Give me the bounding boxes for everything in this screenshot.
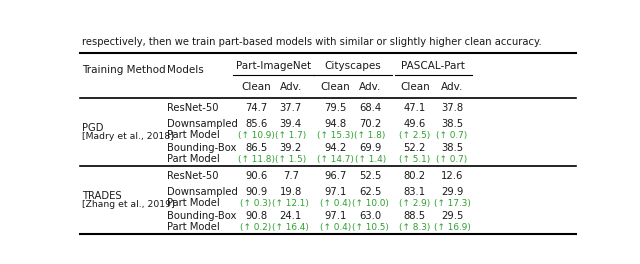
Text: 38.5: 38.5	[441, 143, 463, 153]
Text: 80.2: 80.2	[404, 171, 426, 181]
Text: 29.5: 29.5	[441, 211, 463, 221]
Text: (↑ 0.4): (↑ 0.4)	[320, 199, 351, 208]
Text: respectively, then we train part-based models with similar or slightly higher cl: respectively, then we train part-based m…	[83, 37, 542, 47]
Text: 68.4: 68.4	[359, 103, 381, 113]
Text: 62.5: 62.5	[359, 187, 381, 197]
Text: 39.2: 39.2	[280, 143, 302, 153]
Text: Downsampled: Downsampled	[167, 187, 237, 197]
Text: (↑ 11.8): (↑ 11.8)	[237, 155, 275, 164]
Text: (↑ 10.9): (↑ 10.9)	[237, 131, 275, 140]
Text: (↑ 2.5): (↑ 2.5)	[399, 131, 431, 140]
Text: (↑ 14.7): (↑ 14.7)	[317, 155, 354, 164]
Text: (↑ 1.8): (↑ 1.8)	[355, 131, 386, 140]
Text: Part Model: Part Model	[167, 222, 220, 232]
Text: 12.6: 12.6	[441, 171, 463, 181]
Text: Adv.: Adv.	[280, 82, 302, 92]
Text: 79.5: 79.5	[324, 103, 347, 113]
Text: (↑ 0.4): (↑ 0.4)	[320, 223, 351, 232]
Text: ResNet-50: ResNet-50	[167, 171, 218, 181]
Text: Part Model: Part Model	[167, 198, 220, 208]
Text: 37.8: 37.8	[441, 103, 463, 113]
Text: 63.0: 63.0	[359, 211, 381, 221]
Text: (↑ 0.7): (↑ 0.7)	[436, 131, 468, 140]
Text: 49.6: 49.6	[404, 119, 426, 129]
Text: (↑ 15.3): (↑ 15.3)	[317, 131, 354, 140]
Text: Part Model: Part Model	[167, 154, 220, 164]
Text: 74.7: 74.7	[245, 103, 268, 113]
Text: Clean: Clean	[400, 82, 429, 92]
Text: 96.7: 96.7	[324, 171, 347, 181]
Text: [Zhang et al., 2019]: [Zhang et al., 2019]	[83, 200, 175, 209]
Text: Part Model: Part Model	[167, 130, 220, 140]
Text: 69.9: 69.9	[359, 143, 381, 153]
Text: 97.1: 97.1	[324, 187, 347, 197]
Text: PGD: PGD	[83, 123, 104, 133]
Text: (↑ 5.1): (↑ 5.1)	[399, 155, 431, 164]
Text: Clean: Clean	[321, 82, 350, 92]
Text: (↑ 10.0): (↑ 10.0)	[352, 199, 388, 208]
Text: (↑ 1.5): (↑ 1.5)	[275, 155, 307, 164]
Text: 90.6: 90.6	[245, 171, 268, 181]
Text: Downsampled: Downsampled	[167, 119, 237, 129]
Text: Adv.: Adv.	[359, 82, 381, 92]
Text: 19.8: 19.8	[280, 187, 302, 197]
Text: 52.2: 52.2	[404, 143, 426, 153]
Text: 90.9: 90.9	[245, 187, 268, 197]
Text: 37.7: 37.7	[280, 103, 302, 113]
Text: (↑ 12.1): (↑ 12.1)	[273, 199, 309, 208]
Text: 70.2: 70.2	[359, 119, 381, 129]
Text: 39.4: 39.4	[280, 119, 302, 129]
Text: PASCAL-Part: PASCAL-Part	[401, 61, 465, 71]
Text: (↑ 17.3): (↑ 17.3)	[433, 199, 470, 208]
Text: 94.2: 94.2	[324, 143, 347, 153]
Text: (↑ 1.4): (↑ 1.4)	[355, 155, 386, 164]
Text: 88.5: 88.5	[404, 211, 426, 221]
Text: (↑ 8.3): (↑ 8.3)	[399, 223, 431, 232]
Text: TRADES: TRADES	[83, 191, 122, 201]
Text: 90.8: 90.8	[245, 211, 267, 221]
Text: 94.8: 94.8	[324, 119, 346, 129]
Text: 86.5: 86.5	[245, 143, 268, 153]
Text: (↑ 0.2): (↑ 0.2)	[241, 223, 272, 232]
Text: 7.7: 7.7	[283, 171, 299, 181]
Text: Cityscapes: Cityscapes	[324, 61, 381, 71]
Text: ResNet-50: ResNet-50	[167, 103, 218, 113]
Text: 97.1: 97.1	[324, 211, 347, 221]
Text: (↑ 0.3): (↑ 0.3)	[241, 199, 272, 208]
Text: Clean: Clean	[241, 82, 271, 92]
Text: Bounding-Box: Bounding-Box	[167, 211, 236, 221]
Text: 85.6: 85.6	[245, 119, 268, 129]
Text: Adv.: Adv.	[441, 82, 463, 92]
Text: 38.5: 38.5	[441, 119, 463, 129]
Text: (↑ 10.5): (↑ 10.5)	[352, 223, 388, 232]
Text: Training Method: Training Method	[83, 65, 166, 75]
Text: Models: Models	[167, 65, 204, 75]
Text: 24.1: 24.1	[280, 211, 302, 221]
Text: 52.5: 52.5	[359, 171, 381, 181]
Text: 83.1: 83.1	[404, 187, 426, 197]
Text: Bounding-Box: Bounding-Box	[167, 143, 236, 153]
Text: 29.9: 29.9	[441, 187, 463, 197]
Text: [Madry et al., 2018]: [Madry et al., 2018]	[83, 132, 174, 141]
Text: (↑ 0.7): (↑ 0.7)	[436, 155, 468, 164]
Text: Part-ImageNet: Part-ImageNet	[236, 61, 311, 71]
Text: (↑ 1.7): (↑ 1.7)	[275, 131, 307, 140]
Text: 47.1: 47.1	[404, 103, 426, 113]
Text: (↑ 16.4): (↑ 16.4)	[273, 223, 309, 232]
Text: (↑ 2.9): (↑ 2.9)	[399, 199, 431, 208]
Text: (↑ 16.9): (↑ 16.9)	[433, 223, 470, 232]
